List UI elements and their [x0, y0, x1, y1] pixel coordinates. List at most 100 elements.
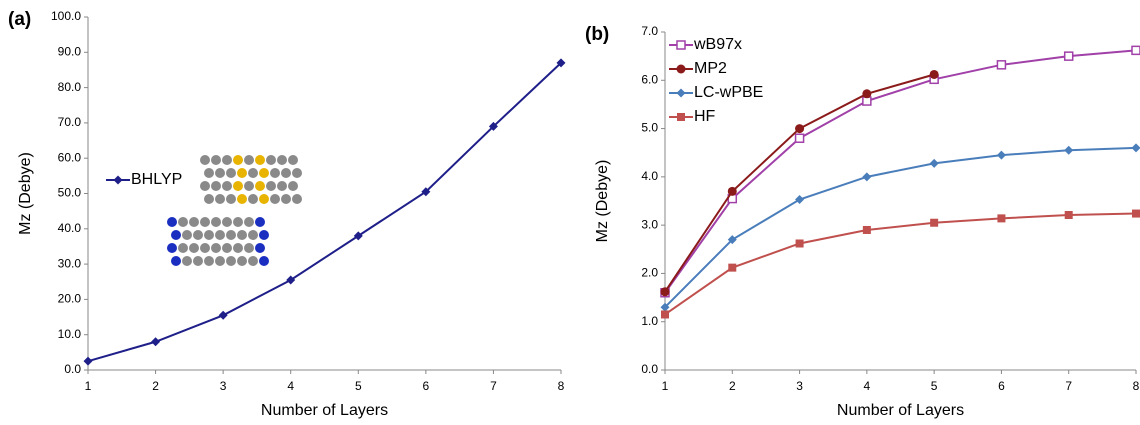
atom — [215, 194, 225, 204]
marker — [997, 214, 1005, 222]
marker — [219, 311, 228, 320]
atom — [255, 243, 265, 253]
atom — [167, 243, 177, 253]
marker — [796, 134, 804, 142]
marker — [796, 239, 804, 247]
x-tick-label: 2 — [729, 379, 736, 393]
x-tick-label: 1 — [85, 379, 92, 393]
atom — [237, 256, 247, 266]
atom — [222, 217, 232, 227]
atom — [259, 256, 269, 266]
y-axis-title: Mz (Debye) — [17, 152, 34, 235]
marker — [795, 195, 804, 204]
marker — [728, 264, 736, 272]
y-tick-label: 2.0 — [641, 266, 658, 280]
atom — [237, 230, 247, 240]
marker — [795, 124, 804, 133]
atom — [211, 217, 221, 227]
y-tick-label: 70.0 — [58, 115, 82, 129]
atom — [270, 194, 280, 204]
y-tick-label: 5.0 — [641, 121, 658, 135]
figure: 0.010.020.030.040.050.060.070.080.090.01… — [0, 0, 1140, 425]
atom — [292, 168, 302, 178]
atom — [288, 155, 298, 165]
atom — [211, 181, 221, 191]
y-tick-label: 6.0 — [641, 72, 658, 86]
atom — [200, 243, 210, 253]
atom — [233, 181, 243, 191]
atom — [211, 155, 221, 165]
panel-label: (b) — [585, 24, 609, 45]
y-tick-label: 0.0 — [641, 362, 658, 376]
marker — [84, 357, 93, 366]
atom — [248, 194, 258, 204]
marker — [930, 219, 938, 227]
atom — [226, 256, 236, 266]
atom — [270, 168, 280, 178]
legend-marker — [677, 65, 686, 74]
atom — [259, 194, 269, 204]
marker — [930, 159, 939, 168]
atom — [226, 194, 236, 204]
atom — [215, 230, 225, 240]
atom — [281, 194, 291, 204]
marker — [997, 61, 1005, 69]
legend-marker — [677, 41, 685, 49]
y-tick-label: 80.0 — [58, 80, 82, 94]
atom — [288, 181, 298, 191]
atom — [222, 155, 232, 165]
atom — [193, 256, 203, 266]
marker — [1132, 143, 1140, 152]
panel-label: (a) — [8, 9, 31, 30]
x-tick-label: 6 — [998, 379, 1005, 393]
marker — [1132, 46, 1140, 54]
y-tick-label: 7.0 — [641, 24, 658, 38]
x-tick-label: 6 — [423, 379, 430, 393]
atom — [255, 155, 265, 165]
y-tick-label: 40.0 — [58, 221, 82, 235]
y-tick-label: 100.0 — [51, 9, 81, 23]
atom — [189, 217, 199, 227]
atom — [200, 155, 210, 165]
atom — [178, 243, 188, 253]
atom — [171, 230, 181, 240]
atom — [182, 256, 192, 266]
y-tick-label: 10.0 — [58, 327, 82, 341]
legend-label: BHLYP — [131, 171, 182, 188]
atom — [277, 155, 287, 165]
legend-label: wB97x — [693, 36, 742, 53]
x-axis-title: Number of Layers — [261, 402, 388, 419]
y-tick-label: 90.0 — [58, 44, 82, 58]
atom — [211, 243, 221, 253]
marker — [661, 310, 669, 318]
atom — [178, 217, 188, 227]
atom — [204, 256, 214, 266]
marker — [151, 337, 160, 346]
atom — [292, 194, 302, 204]
atom — [259, 168, 269, 178]
atom — [200, 181, 210, 191]
atom — [248, 168, 258, 178]
marker — [862, 89, 871, 98]
x-tick-label: 1 — [662, 379, 669, 393]
atom — [167, 217, 177, 227]
legend-label: HF — [694, 108, 716, 125]
x-tick-label: 7 — [1065, 379, 1072, 393]
atom — [244, 217, 254, 227]
atom — [259, 230, 269, 240]
x-tick-label: 8 — [1133, 379, 1140, 393]
y-tick-label: 60.0 — [58, 150, 82, 164]
x-tick-label: 4 — [287, 379, 294, 393]
atom — [255, 217, 265, 227]
atom — [226, 230, 236, 240]
atom — [248, 230, 258, 240]
legend-marker — [677, 113, 685, 121]
y-tick-label: 30.0 — [58, 256, 82, 270]
atom — [248, 256, 258, 266]
y-axis-title: Mz (Debye) — [594, 160, 611, 243]
y-tick-label: 1.0 — [641, 314, 658, 328]
atom — [204, 230, 214, 240]
marker — [661, 287, 670, 296]
x-tick-label: 2 — [152, 379, 159, 393]
atom — [237, 194, 247, 204]
